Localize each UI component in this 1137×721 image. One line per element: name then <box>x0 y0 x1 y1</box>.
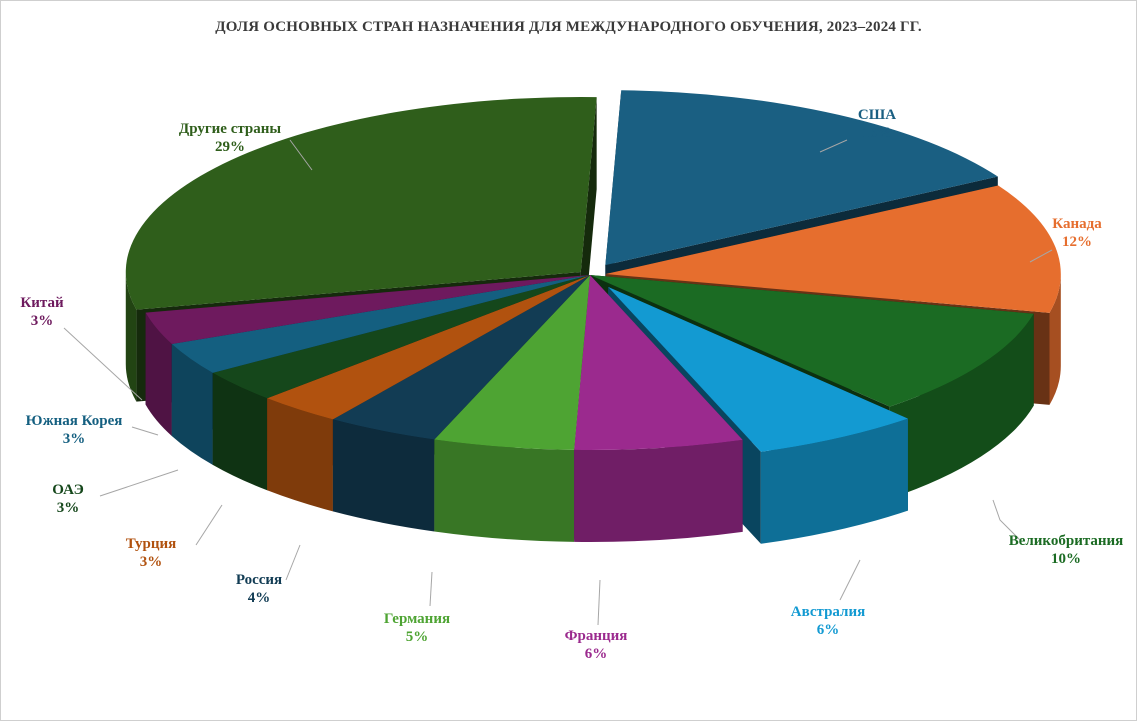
pie-slice-top <box>212 275 590 399</box>
slice-label: США 16% <box>858 107 896 141</box>
slice-label-value: 6% <box>817 622 840 638</box>
slice-label: Германия 5% <box>384 611 450 645</box>
leader-lines <box>63 139 1053 626</box>
pie-slice-top <box>434 275 590 450</box>
slice-label: Россия 4% <box>236 572 282 606</box>
pie-slice-top <box>590 275 1034 407</box>
slice-label-name: Франция <box>565 628 628 644</box>
slice-label-value: 3% <box>31 313 54 329</box>
pie-slice-top <box>574 275 743 450</box>
pie-slice-top <box>145 275 590 344</box>
leader-line <box>819 139 848 153</box>
leader-line <box>597 579 601 626</box>
slice-label: Канада 12% <box>1052 216 1102 250</box>
slice-label: Китай 3% <box>20 295 64 329</box>
pie-slice-top <box>267 275 590 420</box>
leader-line <box>1029 249 1053 263</box>
slice-label: Великобритания 10% <box>1009 533 1124 567</box>
leader-line <box>839 559 861 601</box>
pie-slice-top <box>605 90 998 266</box>
leader-line <box>285 544 301 581</box>
leader-line <box>992 499 1021 541</box>
slice-label: Другие страны 29% <box>179 121 282 155</box>
slice-label-value: 4% <box>248 590 271 606</box>
leader-line <box>131 426 159 436</box>
slice-label-value: 12% <box>1062 234 1092 250</box>
slice-labels: США 16% Канада 12% Великобритания 10% Австрали… <box>20 107 1123 662</box>
slice-label-name: ОАЭ <box>52 482 84 498</box>
pie-slice-top <box>171 275 590 373</box>
slice-label-name: Великобритания <box>1009 533 1124 549</box>
slice-label: Южная Корея 3% <box>26 413 123 447</box>
slice-label-value: 3% <box>57 500 80 516</box>
leader-line <box>195 504 223 546</box>
slice-label: Франция 6% <box>565 628 628 662</box>
slice-label-name: Германия <box>384 611 450 627</box>
slice-label-value: 16% <box>862 125 892 141</box>
slice-label-name: Другие страны <box>179 121 282 137</box>
slice-label-value: 29% <box>215 139 245 155</box>
chart-title: ДОЛЯ ОСНОВНЫХ СТРАН НАЗНАЧЕНИЯ ДЛЯ МЕЖДУ… <box>215 19 922 35</box>
slice-label-value: 3% <box>140 554 163 570</box>
slice-label-name: Южная Корея <box>26 413 123 429</box>
slice-label-name: Китай <box>20 295 64 311</box>
slice-label: Турция 3% <box>126 536 177 570</box>
pie-slice-top <box>605 185 1061 313</box>
slice-label-name: Россия <box>236 572 282 588</box>
slice-label-name: Австралия <box>791 604 865 620</box>
slice-label-value: 6% <box>585 646 608 662</box>
slice-label-value: 5% <box>406 629 429 645</box>
slice-label-value: 3% <box>63 431 86 447</box>
slice-label: Австралия 6% <box>791 604 865 638</box>
slice-label-name: США <box>858 107 896 123</box>
pie-slice-top <box>125 97 597 310</box>
slice-label-value: 10% <box>1051 551 1081 567</box>
leader-line <box>99 469 179 497</box>
slice-label-name: Канада <box>1052 216 1102 232</box>
pie-slice-top <box>608 286 908 452</box>
slice-label: ОАЭ 3% <box>52 482 84 516</box>
leader-line <box>429 571 433 607</box>
pie-slice-top <box>332 275 590 440</box>
leader-line <box>289 139 313 171</box>
slice-label-name: Турция <box>126 536 177 552</box>
pie-slices <box>125 90 1061 544</box>
leader-line <box>63 327 143 401</box>
